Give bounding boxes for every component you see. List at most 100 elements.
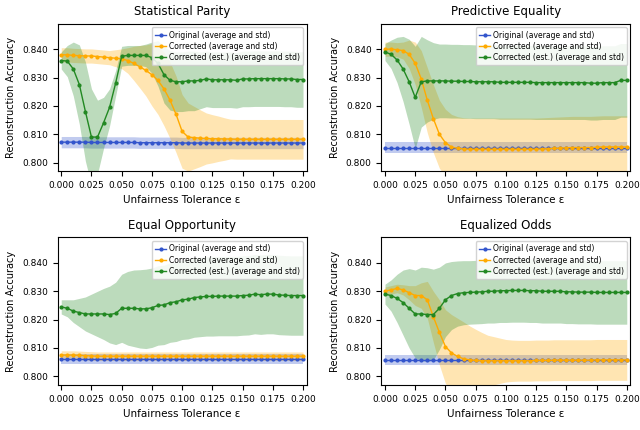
Original (average and std) <box>227 141 234 146</box>
Corrected (est.) (average and std) <box>412 95 419 100</box>
Corrected (est.) (average and std) <box>148 55 156 60</box>
Corrected (est.) (average and std) <box>399 300 407 305</box>
Original (average and std) <box>190 357 198 362</box>
Corrected (est.) (average and std) <box>202 294 210 299</box>
Corrected (est.) (average and std) <box>593 80 600 86</box>
Corrected (average and std) <box>202 136 210 141</box>
Corrected (average and std) <box>233 137 241 142</box>
Original (average and std) <box>454 357 461 362</box>
Original (average and std) <box>593 145 600 150</box>
Original (average and std) <box>70 357 77 362</box>
Corrected (average and std) <box>293 137 301 142</box>
Original (average and std) <box>124 140 132 145</box>
Corrected (est.) (average and std) <box>299 77 307 82</box>
Original (average and std) <box>148 140 156 145</box>
Corrected (est.) (average and std) <box>605 80 612 85</box>
Corrected (est.) (average and std) <box>447 293 455 298</box>
Corrected (est.) (average and std) <box>490 79 498 84</box>
Corrected (est.) (average and std) <box>196 295 204 300</box>
Corrected (est.) (average and std) <box>227 77 234 83</box>
Corrected (est.) (average and std) <box>221 294 228 299</box>
Corrected (average and std) <box>575 358 582 363</box>
Corrected (average and std) <box>269 137 276 142</box>
Y-axis label: Reconstruction Accuracy: Reconstruction Accuracy <box>6 37 17 158</box>
Original (average and std) <box>466 145 474 150</box>
Corrected (est.) (average and std) <box>281 77 289 82</box>
Original (average and std) <box>478 357 486 362</box>
Corrected (est.) (average and std) <box>617 78 625 83</box>
Corrected (average and std) <box>568 145 576 150</box>
Original (average and std) <box>593 357 600 362</box>
Original (average and std) <box>490 145 498 150</box>
Corrected (average and std) <box>257 353 264 359</box>
Corrected (average and std) <box>214 353 222 359</box>
Original (average and std) <box>100 357 108 362</box>
Original (average and std) <box>263 141 271 146</box>
Corrected (average and std) <box>239 353 246 359</box>
Original (average and std) <box>447 145 455 150</box>
Original (average and std) <box>136 357 143 362</box>
Corrected (est.) (average and std) <box>454 291 461 296</box>
Corrected (est.) (average and std) <box>257 292 264 297</box>
Original (average and std) <box>63 140 71 145</box>
Corrected (average and std) <box>221 136 228 141</box>
Corrected (est.) (average and std) <box>118 54 125 59</box>
Corrected (average and std) <box>70 353 77 358</box>
Corrected (average and std) <box>484 358 492 363</box>
Corrected (est.) (average and std) <box>568 289 576 295</box>
Original (average and std) <box>611 357 618 362</box>
Corrected (average and std) <box>545 146 552 151</box>
Corrected (est.) (average and std) <box>436 306 444 311</box>
Corrected (average and std) <box>190 135 198 140</box>
Original (average and std) <box>130 140 138 145</box>
Original (average and std) <box>617 145 625 150</box>
Corrected (average and std) <box>472 358 479 363</box>
Corrected (average and std) <box>460 146 467 151</box>
Corrected (est.) (average and std) <box>472 79 479 84</box>
Original (average and std) <box>63 357 71 362</box>
Corrected (est.) (average and std) <box>269 292 276 297</box>
Corrected (average and std) <box>532 147 540 152</box>
Original (average and std) <box>287 141 295 146</box>
Corrected (est.) (average and std) <box>466 290 474 295</box>
Corrected (est.) (average and std) <box>381 49 389 55</box>
Original (average and std) <box>275 357 283 362</box>
Corrected (est.) (average and std) <box>154 303 162 308</box>
Original (average and std) <box>442 357 449 362</box>
Corrected (average and std) <box>526 147 534 152</box>
Corrected (average and std) <box>412 293 419 298</box>
Original (average and std) <box>496 145 504 150</box>
Corrected (est.) (average and std) <box>424 312 431 317</box>
Corrected (est.) (average and std) <box>550 80 558 85</box>
Original (average and std) <box>611 145 618 150</box>
Corrected (est.) (average and std) <box>214 77 222 83</box>
Original (average and std) <box>424 357 431 362</box>
Corrected (average and std) <box>538 146 546 151</box>
Corrected (average and std) <box>142 68 150 73</box>
Original (average and std) <box>160 357 168 362</box>
Corrected (est.) (average and std) <box>538 80 546 85</box>
Original (average and std) <box>70 140 77 145</box>
Corrected (average and std) <box>550 146 558 151</box>
Corrected (est.) (average and std) <box>399 66 407 71</box>
Original (average and std) <box>263 357 271 362</box>
Corrected (average and std) <box>496 147 504 152</box>
Original (average and std) <box>227 357 234 362</box>
Corrected (average and std) <box>63 353 71 358</box>
Corrected (average and std) <box>568 358 576 363</box>
Corrected (est.) (average and std) <box>460 79 467 84</box>
Original (average and std) <box>417 145 425 150</box>
Corrected (est.) (average and std) <box>124 53 132 58</box>
Corrected (est.) (average and std) <box>599 80 607 85</box>
Line: Corrected (est.) (average and std): Corrected (est.) (average and std) <box>60 293 305 316</box>
Corrected (est.) (average and std) <box>563 80 570 85</box>
Corrected (est.) (average and std) <box>508 80 516 85</box>
Corrected (est.) (average and std) <box>611 80 618 85</box>
Corrected (est.) (average and std) <box>405 79 413 84</box>
Legend: Original (average and std), Corrected (average and std), Corrected (est.) (avera: Original (average and std), Corrected (a… <box>152 241 303 279</box>
Corrected (est.) (average and std) <box>472 289 479 295</box>
Original (average and std) <box>93 357 101 362</box>
Original (average and std) <box>599 357 607 362</box>
Corrected (est.) (average and std) <box>424 78 431 83</box>
Corrected (est.) (average and std) <box>442 297 449 302</box>
